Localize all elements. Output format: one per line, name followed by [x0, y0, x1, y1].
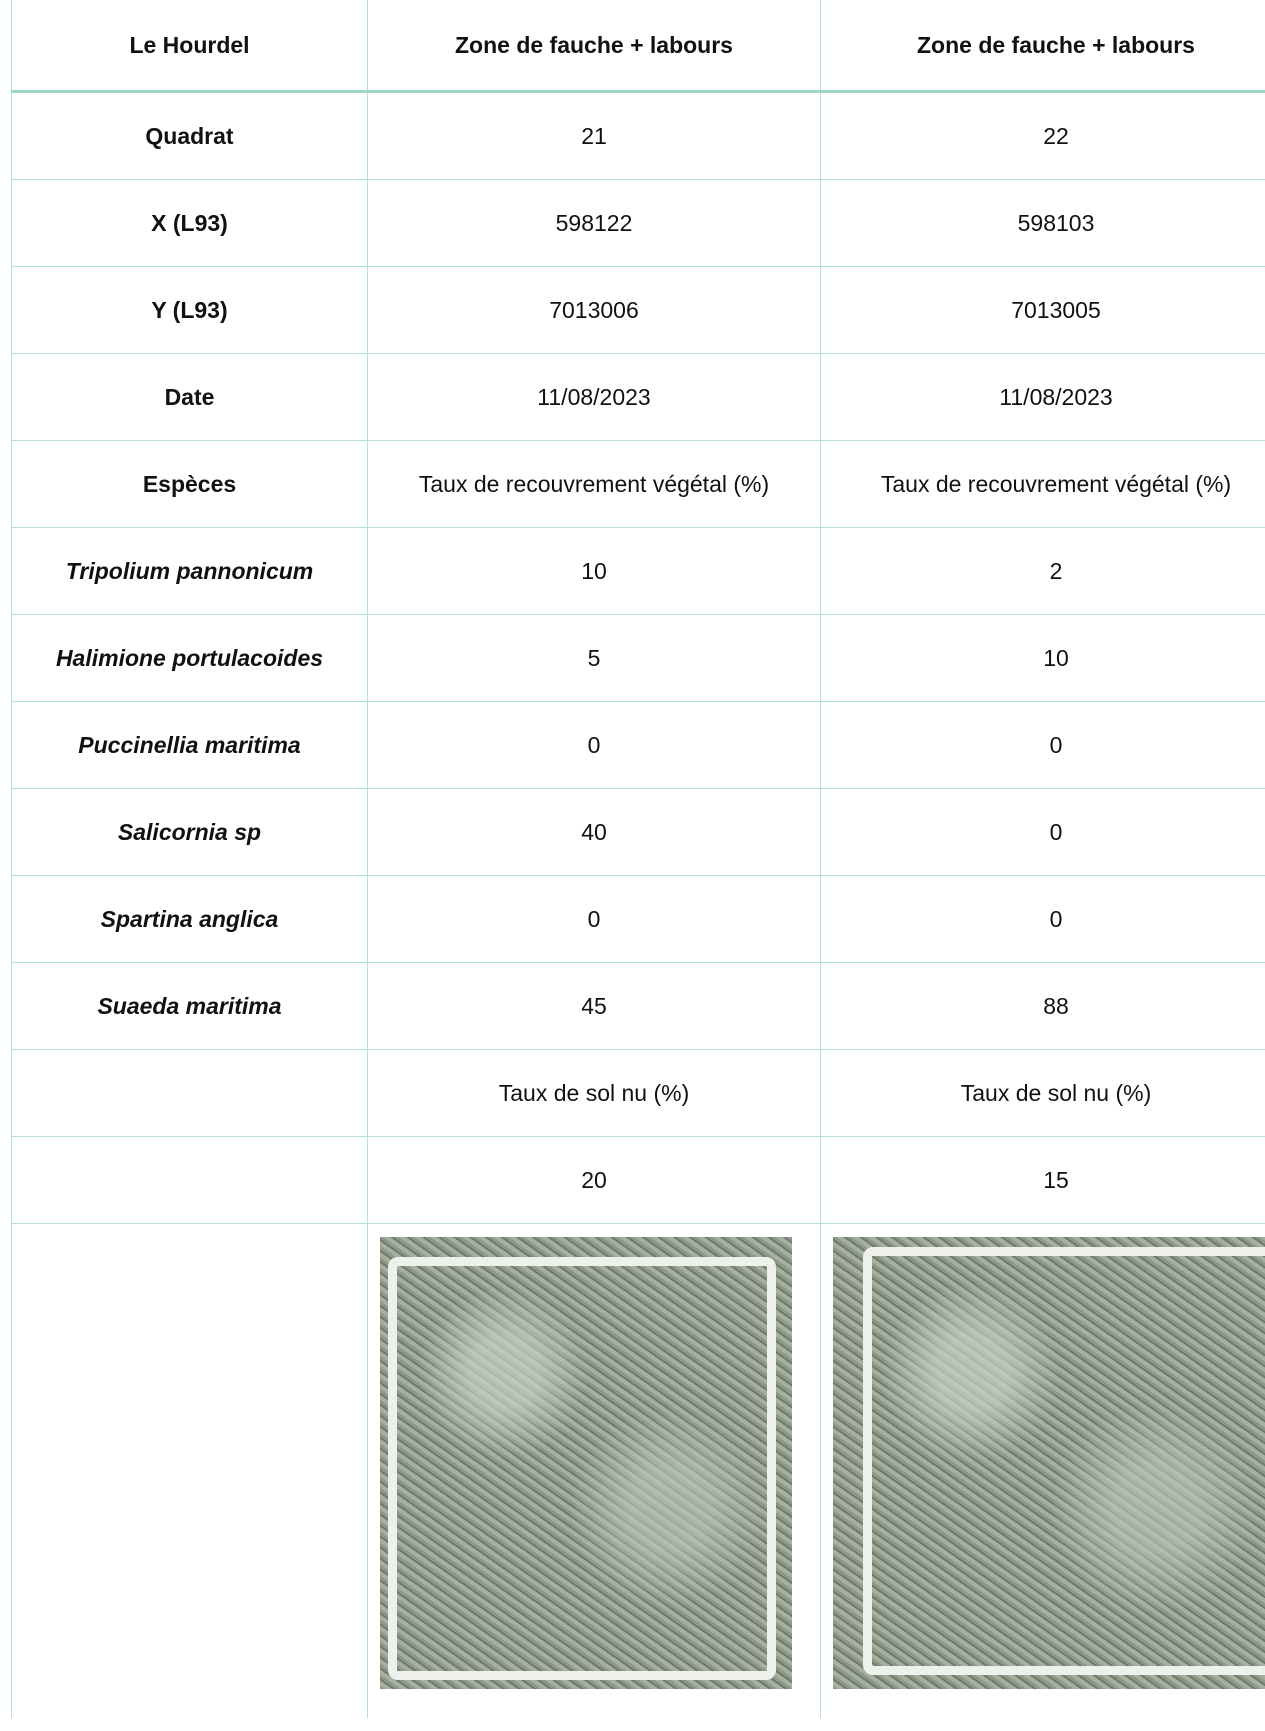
- cell: 15: [820, 1136, 1265, 1224]
- cell: 10: [367, 527, 821, 615]
- row-label: Puccinellia maritima: [11, 701, 368, 789]
- cell: 598122: [367, 179, 821, 267]
- cell: 5: [367, 614, 821, 702]
- cell: 21: [367, 91, 821, 180]
- cell: 598103: [820, 179, 1265, 267]
- cell: 10: [820, 614, 1265, 702]
- row-label: Tripolium pannonicum: [11, 527, 368, 615]
- row-label: Y (L93): [11, 266, 368, 354]
- quadrat-photo: [380, 1237, 792, 1689]
- table-row: Spartina anglica 0 0: [11, 875, 1265, 963]
- table-row: Quadrat 21 22: [11, 91, 1265, 180]
- empty-cell: [11, 1049, 368, 1137]
- cell: 0: [367, 875, 821, 963]
- row-label: Suaeda maritima: [11, 962, 368, 1050]
- row-label: Halimione portulacoides: [11, 614, 368, 702]
- table-row: Espèces Taux de recouvrement végétal (%) T…: [11, 440, 1265, 528]
- header-cell: Zone de fauche + labours: [367, 0, 821, 93]
- quadrat-frame: [388, 1257, 776, 1680]
- quadrat-table: Le Hourdel Zone de fauche + labours Zone d…: [11, 0, 1265, 1718]
- cell: 45: [367, 962, 821, 1050]
- cell: Taux de recouvrement végétal (%): [820, 440, 1265, 528]
- empty-cell: [11, 1223, 368, 1718]
- quadrat-photo: [833, 1237, 1265, 1689]
- cell: 7013005: [820, 266, 1265, 354]
- table-row: Taux de sol nu (%) Taux de sol nu (%): [11, 1049, 1265, 1137]
- cell: 88: [820, 962, 1265, 1050]
- photo-cell: [367, 1223, 821, 1718]
- cell: 0: [367, 701, 821, 789]
- photo-row: [11, 1223, 1265, 1718]
- table-row: 20 15: [11, 1136, 1265, 1224]
- table-row: X (L93) 598122 598103: [11, 179, 1265, 267]
- table-row: Date 11/08/2023 11/08/2023: [11, 353, 1265, 441]
- cell: 20: [367, 1136, 821, 1224]
- cell: 0: [820, 875, 1265, 963]
- cell: 0: [820, 788, 1265, 876]
- cell: Taux de sol nu (%): [367, 1049, 821, 1137]
- cell: 11/08/2023: [820, 353, 1265, 441]
- photo-cell: [820, 1223, 1265, 1718]
- row-label: Salicornia sp: [11, 788, 368, 876]
- table-row: Suaeda maritima 45 88: [11, 962, 1265, 1050]
- cell: 2: [820, 527, 1265, 615]
- header-row: Le Hourdel Zone de fauche + labours Zone d…: [11, 0, 1265, 93]
- table-row: Puccinellia maritima 0 0: [11, 701, 1265, 789]
- row-label: Espèces: [11, 440, 368, 528]
- quadrat-frame: [863, 1247, 1265, 1675]
- table-row: Tripolium pannonicum 10 2: [11, 527, 1265, 615]
- cell: 0: [820, 701, 1265, 789]
- row-label: Spartina anglica: [11, 875, 368, 963]
- cell: 11/08/2023: [367, 353, 821, 441]
- empty-cell: [11, 1136, 368, 1224]
- cell: 22: [820, 91, 1265, 180]
- cell: 7013006: [367, 266, 821, 354]
- table-row: Salicornia sp 40 0: [11, 788, 1265, 876]
- row-label: Quadrat: [11, 91, 368, 180]
- row-label: X (L93): [11, 179, 368, 267]
- row-label: Date: [11, 353, 368, 441]
- table-row: Halimione portulacoides 5 10: [11, 614, 1265, 702]
- cell: Taux de recouvrement végétal (%): [367, 440, 821, 528]
- table-wrapper: Le Hourdel Zone de fauche + labours Zone d…: [11, 0, 1265, 1731]
- header-cell: Le Hourdel: [11, 0, 368, 93]
- header-cell: Zone de fauche + labours: [820, 0, 1265, 93]
- cell: Taux de sol nu (%): [820, 1049, 1265, 1137]
- cell: 40: [367, 788, 821, 876]
- table-row: Y (L93) 7013006 7013005: [11, 266, 1265, 354]
